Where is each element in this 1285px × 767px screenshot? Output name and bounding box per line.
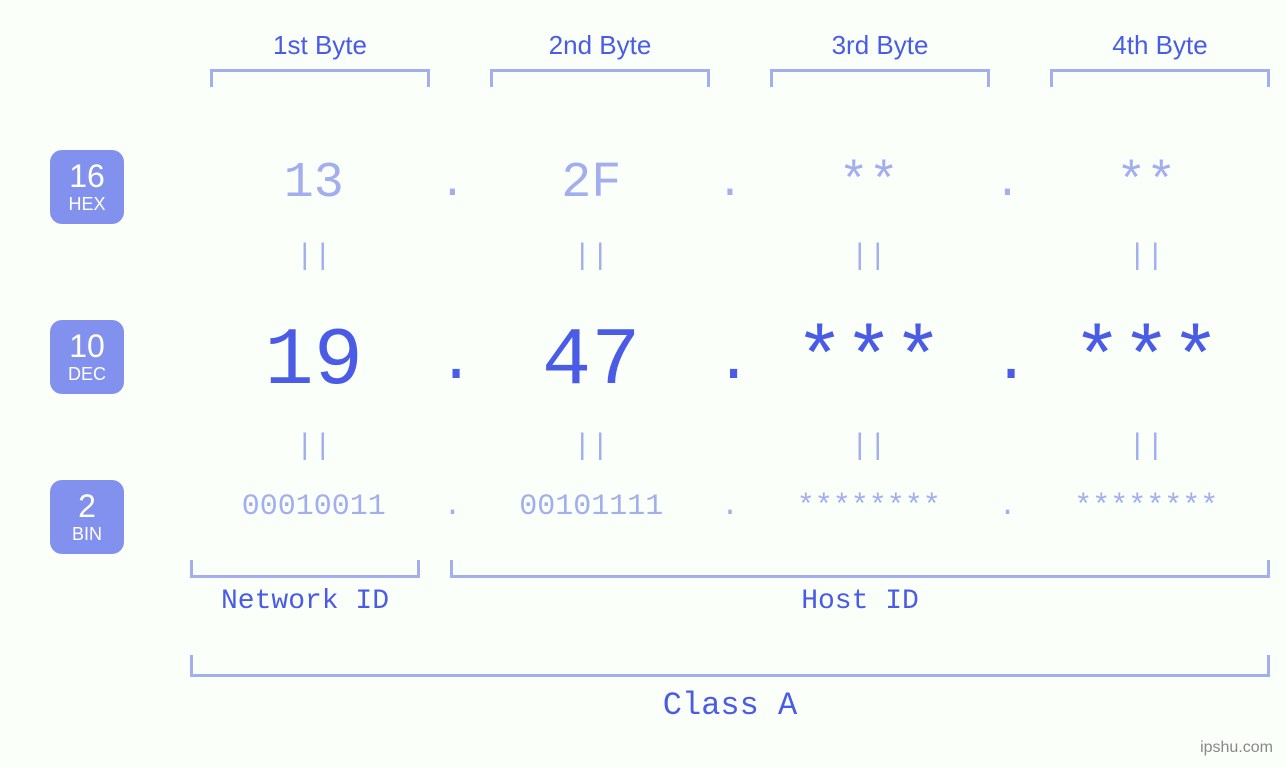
dot-separator: . [715, 326, 745, 397]
byte-header-col: 1st Byte [210, 30, 430, 87]
dot-separator: . [438, 490, 468, 524]
dot-separator: . [438, 326, 468, 397]
class-bracket [190, 655, 1270, 677]
badge-label: BIN [72, 524, 102, 545]
section-bracket [190, 560, 420, 578]
dot-separator: . [715, 159, 745, 209]
equals-symbol: || [745, 240, 993, 274]
base-badge-dec: 10 DEC [50, 320, 124, 394]
hex-row: 13.2F.**.** [190, 155, 1270, 212]
value-cell: ** [1023, 155, 1271, 212]
dec-row: 19.47.***.*** [190, 315, 1270, 408]
equals-symbol: || [745, 430, 993, 464]
byte-bracket [490, 69, 710, 87]
badge-label: DEC [68, 364, 106, 385]
dot-separator: . [715, 490, 745, 524]
byte-bracket [210, 69, 430, 87]
byte-header-col: 4th Byte [1050, 30, 1270, 87]
watermark: ipshu.com [1200, 739, 1273, 757]
equals-symbol: || [190, 430, 438, 464]
value-cell: 00101111 [468, 490, 716, 524]
byte-bracket [770, 69, 990, 87]
value-cell: 2F [468, 155, 716, 212]
section-bracket [450, 560, 1270, 578]
base-badge-bin: 2 BIN [50, 480, 124, 554]
byte-header-label: 3rd Byte [770, 30, 990, 61]
id-sections: Network ID Host ID [190, 560, 1270, 617]
value-cell: *** [745, 315, 993, 408]
badge-label: HEX [68, 194, 105, 215]
value-cell: 13 [190, 155, 438, 212]
section-label: Host ID [450, 586, 1270, 617]
value-cell: 19 [190, 315, 438, 408]
network-id-section: Network ID [190, 560, 420, 617]
byte-bracket [1050, 69, 1270, 87]
dot-separator: . [438, 159, 468, 209]
byte-header-col: 3rd Byte [770, 30, 990, 87]
dot-separator: . [993, 326, 1023, 397]
byte-header-label: 2nd Byte [490, 30, 710, 61]
equals-symbol: || [468, 430, 716, 464]
equals-symbol: || [190, 240, 438, 274]
value-cell: ******** [1023, 490, 1271, 524]
class-label: Class A [190, 687, 1270, 724]
byte-headers: 1st Byte 2nd Byte 3rd Byte 4th Byte [210, 30, 1270, 87]
value-cell: ******** [745, 490, 993, 524]
equals-row-1: || || || || [190, 240, 1270, 274]
class-section: Class A [190, 655, 1270, 724]
base-badge-hex: 16 HEX [50, 150, 124, 224]
dot-separator: . [993, 159, 1023, 209]
byte-header-label: 1st Byte [210, 30, 430, 61]
equals-symbol: || [468, 240, 716, 274]
equals-row-2: || || || || [190, 430, 1270, 464]
bin-row: 00010011.00101111.********.******** [190, 490, 1270, 524]
badge-num: 10 [69, 330, 105, 362]
byte-header-col: 2nd Byte [490, 30, 710, 87]
value-cell: 47 [468, 315, 716, 408]
equals-symbol: || [1023, 430, 1271, 464]
dot-separator: . [993, 490, 1023, 524]
byte-header-label: 4th Byte [1050, 30, 1270, 61]
value-cell: ** [745, 155, 993, 212]
value-cell: 00010011 [190, 490, 438, 524]
section-label: Network ID [190, 586, 420, 617]
host-id-section: Host ID [450, 560, 1270, 617]
badge-num: 2 [78, 490, 96, 522]
value-cell: *** [1023, 315, 1271, 408]
equals-symbol: || [1023, 240, 1271, 274]
badge-num: 16 [69, 160, 105, 192]
